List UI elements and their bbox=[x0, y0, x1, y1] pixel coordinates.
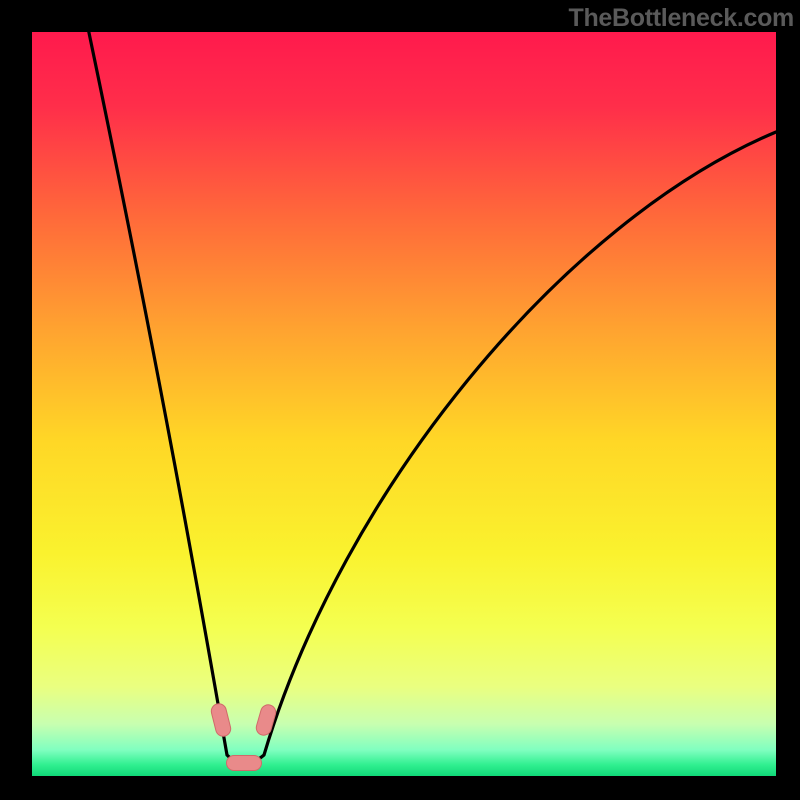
plot-area bbox=[32, 32, 776, 776]
chart-container: TheBottleneck.com bbox=[0, 0, 800, 800]
bottleneck-curve bbox=[32, 32, 776, 776]
data-marker-2 bbox=[226, 755, 262, 771]
watermark-text: TheBottleneck.com bbox=[568, 4, 794, 33]
